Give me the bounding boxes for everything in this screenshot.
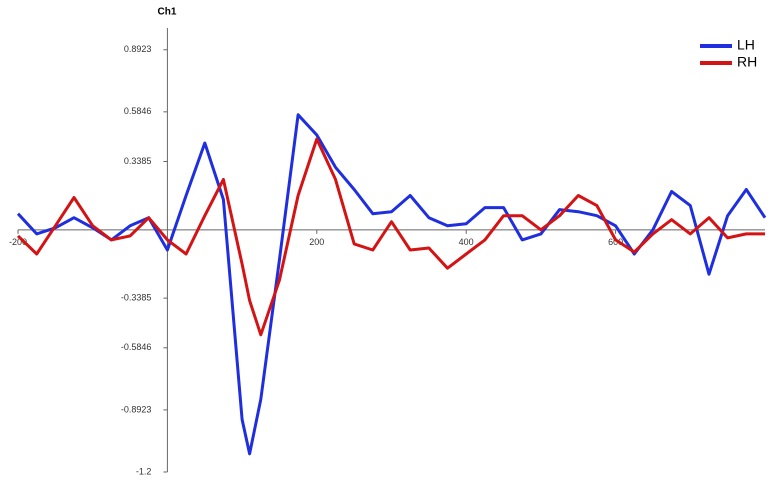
y-tick-label: -0.5846 [121, 342, 152, 352]
y-tick-label: -1.2 [136, 466, 152, 476]
chart-title: Ch1 [158, 7, 177, 18]
legend-label: RH [737, 54, 757, 70]
y-tick-label: -0.3385 [121, 293, 152, 303]
x-tick-label: 600 [608, 237, 623, 247]
x-tick-label: 200 [309, 237, 324, 247]
y-tick-label: 0.8923 [124, 44, 152, 54]
y-tick-label: -0.8923 [121, 404, 152, 414]
x-tick-label: -200 [9, 237, 27, 247]
legend-label: LH [737, 37, 755, 53]
x-tick-label: 400 [459, 237, 474, 247]
y-tick-label: 0.5846 [124, 106, 152, 116]
y-tick-label: 0.3385 [124, 156, 152, 166]
series-line [16, 137, 765, 337]
